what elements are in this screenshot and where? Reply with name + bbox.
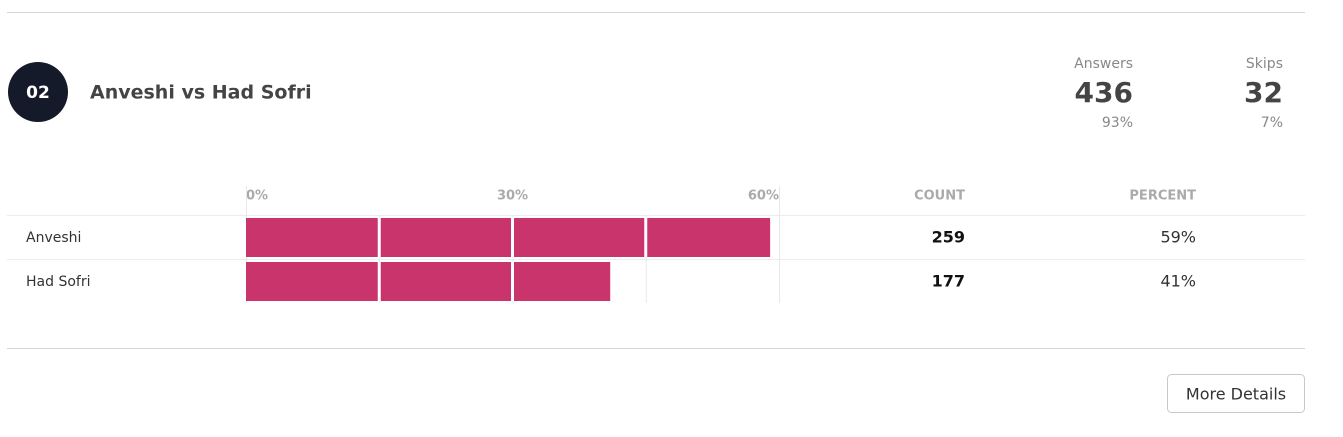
row-label: Had Sofri: [26, 274, 90, 290]
x-tick-label: 0%: [246, 189, 268, 204]
bar: [246, 262, 611, 301]
column-header: PERCENT: [1129, 189, 1196, 204]
button-label[interactable]: More Details: [1186, 385, 1286, 404]
question-title: Anveshi vs Had Sofri: [90, 82, 312, 104]
stat-percent: 93%: [1102, 115, 1133, 131]
question-number: 02: [26, 83, 50, 103]
percent: 59%: [1160, 228, 1196, 247]
x-tick-label: 60%: [748, 189, 779, 204]
stat-value: 32: [1244, 76, 1283, 109]
count: 177: [932, 272, 965, 291]
stat-label: Answers: [1074, 56, 1133, 72]
more-details-button[interactable]: [1167, 374, 1305, 413]
stat-percent: 7%: [1261, 115, 1283, 131]
stat-value: 436: [1075, 76, 1133, 109]
x-tick-label: 30%: [497, 189, 528, 204]
count: 259: [932, 228, 965, 247]
stat-label: Skips: [1246, 56, 1283, 72]
row-label: Anveshi: [26, 230, 81, 246]
bar: [246, 218, 771, 257]
percent: 41%: [1160, 272, 1196, 291]
column-header: COUNT: [914, 189, 965, 204]
question-badge: [8, 62, 68, 122]
